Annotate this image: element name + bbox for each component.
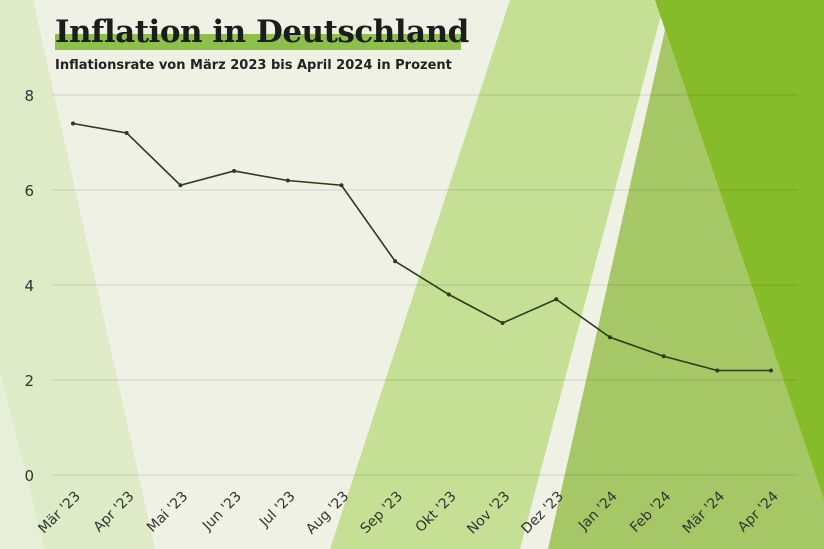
x-tick-label: Mär '23 (35, 489, 83, 537)
x-tick-label: Nov '23 (464, 489, 513, 538)
bg-shape-left-bottom (0, 370, 45, 549)
data-point (769, 368, 773, 373)
data-point (554, 297, 559, 302)
title-block: Inflation in Deutschland (55, 14, 469, 50)
bg-shape-triangle (655, 0, 824, 500)
x-tick-label: Mär '24 (680, 488, 729, 537)
data-point (393, 259, 398, 264)
y-tick-label: 0 (24, 467, 34, 485)
bg-shape-band (330, 0, 665, 549)
data-point (715, 368, 720, 373)
x-tick-label: Jun '23 (199, 489, 245, 535)
data-point (339, 183, 344, 188)
x-tick-label: Aug '23 (303, 489, 352, 538)
x-tick-label: Sep '23 (358, 489, 406, 537)
y-tick-label: 2 (24, 372, 34, 390)
x-tick-label: Jul '23 (256, 489, 298, 531)
data-point (607, 335, 612, 340)
x-tick-label: Okt '23 (412, 489, 459, 536)
data-point (232, 169, 237, 173)
data-point (500, 321, 505, 325)
x-tick-label: Apr '24 (735, 488, 782, 535)
x-tick-label: Feb '24 (627, 488, 674, 535)
y-tick-label: 8 (24, 87, 34, 105)
x-tick-label: Mai '23 (144, 489, 191, 536)
x-tick-label: Dez '23 (518, 489, 567, 538)
title-highlight (55, 34, 461, 50)
data-point (285, 178, 290, 183)
x-tick-label: Apr '23 (91, 489, 138, 536)
y-tick-label: 4 (24, 277, 34, 295)
chart-title: Inflation in Deutschland (55, 14, 469, 50)
y-tick-label: 6 (24, 182, 34, 200)
data-point (178, 183, 183, 188)
data-point (71, 121, 75, 126)
series-line (72, 122, 771, 372)
x-tick-label: Jan '24 (575, 488, 621, 534)
data-point (124, 131, 129, 135)
data-point (661, 354, 666, 359)
bg-shape-dark-band (548, 30, 824, 549)
chart-subtitle: Inflationsrate von März 2023 bis April 2… (55, 58, 452, 73)
data-point (446, 292, 451, 297)
bg-shape-left (0, 0, 155, 549)
